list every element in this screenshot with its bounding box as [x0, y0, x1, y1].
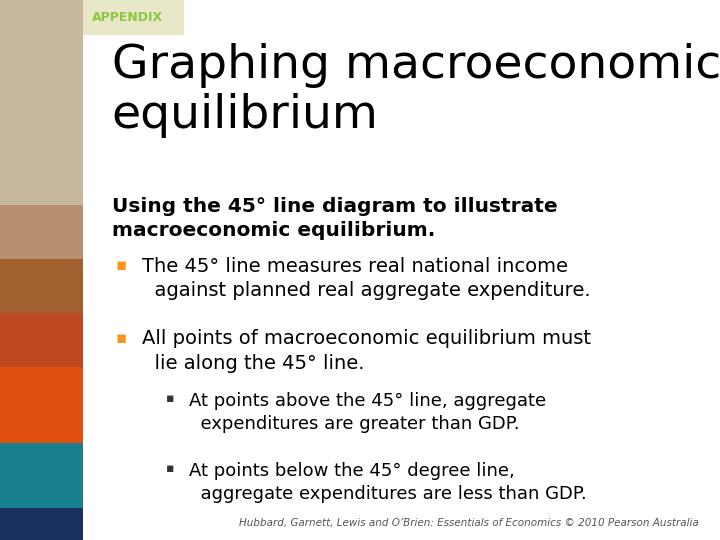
Bar	[83, 0, 184, 35]
Text: At points above the 45° line, aggregate
  expenditures are greater than GDP.: At points above the 45° line, aggregate …	[189, 392, 546, 433]
Text: Hubbard, Garnett, Lewis and O’Brien: Essentials of Economics © 2010 Pearson Aust: Hubbard, Garnett, Lewis and O’Brien: Ess…	[238, 518, 698, 528]
Bar	[0, 205, 83, 259]
Bar	[0, 508, 83, 540]
Text: Graphing macroeconomic
equilibrium: Graphing macroeconomic equilibrium	[112, 43, 720, 138]
Bar	[0, 443, 83, 508]
Text: The 45° line measures real national income
  against planned real aggregate expe: The 45° line measures real national inco…	[142, 256, 590, 300]
Text: APPENDIX: APPENDIX	[91, 11, 163, 24]
Bar	[83, 0, 720, 540]
Bar	[0, 259, 83, 313]
Text: ▪: ▪	[166, 462, 174, 475]
Bar	[0, 367, 83, 443]
Text: Using the 45° line diagram to illustrate
macroeconomic equilibrium.: Using the 45° line diagram to illustrate…	[112, 197, 557, 240]
Bar	[0, 313, 83, 367]
Text: All points of macroeconomic equilibrium must
  lie along the 45° line.: All points of macroeconomic equilibrium …	[142, 329, 591, 373]
Bar	[0, 0, 83, 205]
Text: ▪: ▪	[115, 329, 127, 347]
Text: At points below the 45° degree line,
  aggregate expenditures are less than GDP.: At points below the 45° degree line, agg…	[189, 462, 586, 503]
Text: ▪: ▪	[115, 256, 127, 274]
Text: ▪: ▪	[166, 392, 174, 404]
